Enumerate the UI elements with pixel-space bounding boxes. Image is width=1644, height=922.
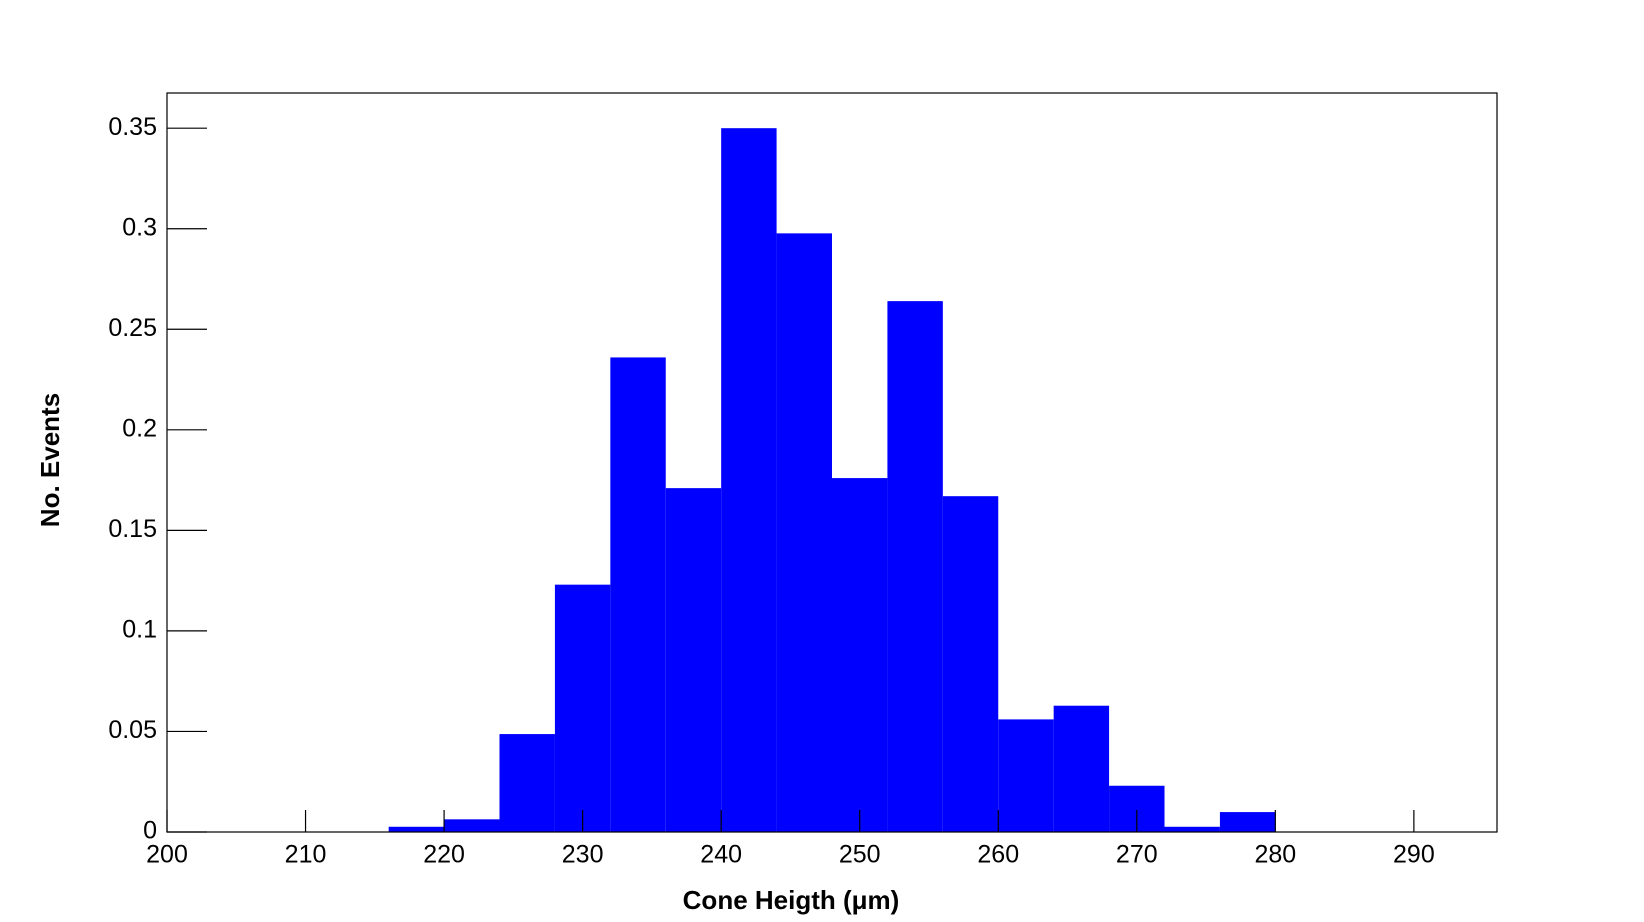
bar [554,584,611,832]
x-tick-label: 220 [423,841,465,869]
x-tick-label: 230 [562,841,604,869]
y-tick-label: 0.25 [108,314,157,342]
bar [721,128,777,832]
bar [665,488,722,832]
y-tick-label: 0 [143,817,157,845]
bar [499,734,555,832]
y-tick-label: 0.2 [122,414,157,442]
bar [887,301,943,832]
y-tick-label: 0.05 [108,716,157,744]
x-tick-label: 240 [700,841,742,869]
y-tick-label: 0.1 [122,616,157,644]
x-tick-label: 250 [839,841,881,869]
x-tick-label: 200 [146,841,188,869]
bar [776,233,832,832]
x-tick-label: 210 [285,841,327,869]
bar [1164,826,1220,832]
bar [942,496,999,832]
x-tick-label: 260 [977,841,1019,869]
x-tick-label: 270 [1116,841,1158,869]
x-axis-title: Cone Heigth (μm) [683,885,900,915]
plot-frame [166,92,1498,833]
x-tick-label: 280 [1254,841,1296,869]
bar [832,478,888,832]
bar [610,357,666,832]
bar [444,819,500,832]
bar [388,826,445,832]
y-tick-label: 0.15 [108,515,157,543]
bar [1053,705,1110,832]
bar [1219,812,1276,832]
bar [998,719,1054,832]
x-tick-label: 290 [1393,841,1435,869]
y-tick-label: 0.3 [122,213,157,241]
y-axis-title: No. Events [35,393,65,527]
y-tick-label: 0.35 [108,113,157,141]
